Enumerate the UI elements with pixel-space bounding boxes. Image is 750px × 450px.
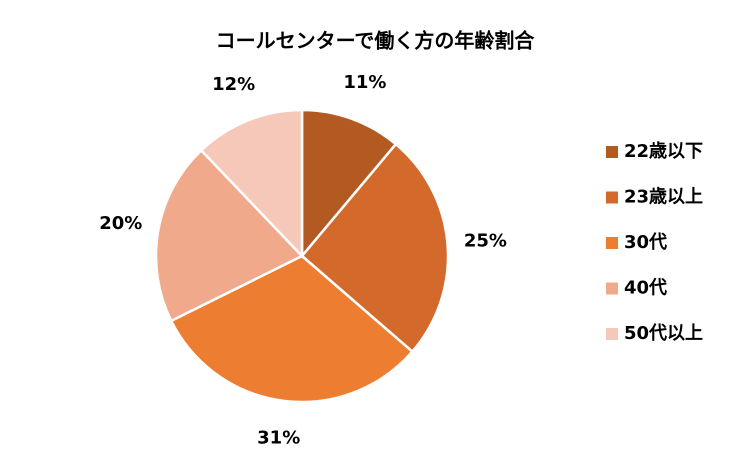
legend-swatch [606,146,618,158]
pie-slice [169,254,415,404]
legend-swatch [606,282,618,295]
legend-label: 50代以上 [624,323,703,344]
data-label: 20% [99,213,142,234]
legend-swatch [606,328,618,340]
pie-slice [300,142,450,354]
data-label: 12% [212,74,255,95]
legend-swatch [606,191,618,204]
data-label: 25% [464,230,507,251]
data-label: 11% [343,72,386,93]
legend-label: 23歳以上 [624,187,703,208]
legend-label: 30代 [624,232,667,253]
chart-title: コールセンターで働く方の年齢割合 [216,29,536,53]
data-label: 31% [257,428,300,449]
legend-label: 22歳以下 [624,141,703,162]
pie-slice [300,108,398,260]
pie-slice [199,108,304,260]
pie-slice [154,148,305,323]
legend-label: 40代 [624,278,667,299]
legend-swatch [606,237,618,249]
